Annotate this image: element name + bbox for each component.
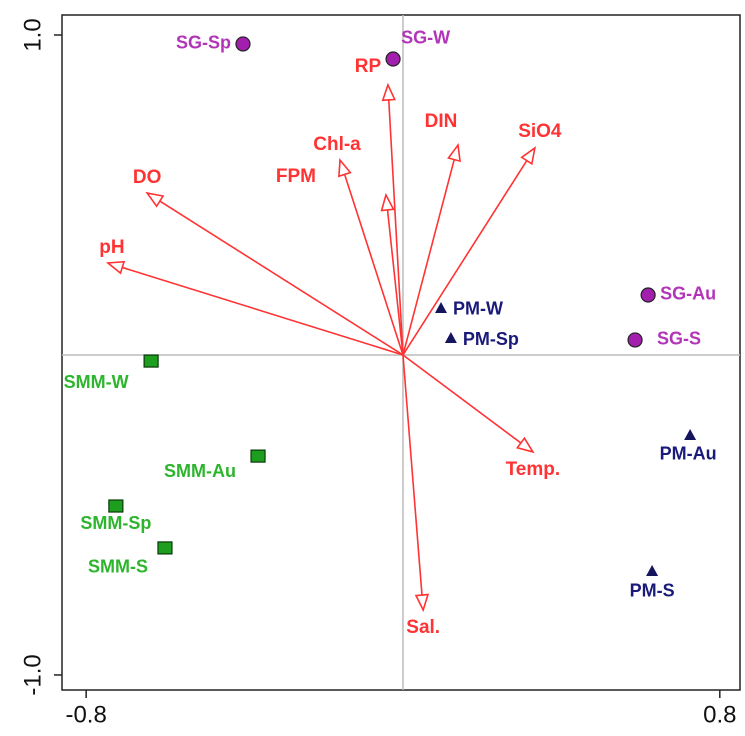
vector-label: Temp. — [506, 459, 561, 480]
point — [143, 354, 159, 368]
point — [684, 428, 697, 440]
point-label: PM-Au — [660, 444, 717, 464]
point — [385, 51, 401, 67]
point-label: SG-W — [401, 28, 450, 48]
vector — [107, 262, 404, 356]
arrow-head — [380, 192, 395, 212]
vector-label: RP — [355, 56, 382, 77]
arrow-head — [338, 158, 352, 178]
x-tick-label: -0.8 — [65, 701, 106, 728]
vector — [402, 354, 424, 611]
vector — [385, 194, 404, 356]
point — [108, 499, 124, 513]
point-label: SMM-W — [64, 372, 129, 392]
vector-label: Chl-a — [313, 134, 361, 155]
arrow-head — [447, 142, 461, 163]
arrow-head — [145, 191, 165, 208]
arrow-head — [515, 436, 535, 454]
plot-frame — [61, 14, 741, 691]
vector-label: DO — [133, 167, 162, 188]
vector — [387, 84, 404, 356]
point-label: PM-S — [630, 581, 675, 601]
vector-label: Sal. — [406, 617, 440, 638]
vector — [402, 147, 536, 356]
arrow-head — [414, 593, 430, 613]
point — [444, 332, 457, 344]
vector-label: pH — [99, 237, 124, 258]
point — [250, 449, 266, 463]
vector-label: DIN — [425, 111, 458, 132]
vector — [402, 144, 459, 356]
point-label: PM-W — [453, 299, 503, 319]
point — [235, 36, 251, 52]
point-label: SG-S — [657, 329, 701, 349]
point — [157, 541, 173, 555]
vector — [146, 192, 404, 356]
vector — [339, 159, 404, 356]
point-label: SMM-Sp — [80, 513, 151, 533]
point-label: SMM-Au — [164, 461, 236, 481]
point-label: SG-Sp — [176, 33, 231, 53]
point — [646, 564, 659, 576]
arrow-head — [105, 260, 126, 275]
point — [627, 332, 643, 348]
point-label: SG-Au — [660, 284, 716, 304]
point-label: SMM-S — [88, 557, 148, 577]
point — [434, 301, 447, 313]
point — [640, 287, 656, 303]
x-tick-label: 0.8 — [703, 701, 736, 728]
vector-label: FPM — [276, 166, 316, 187]
arrow-head — [381, 82, 396, 102]
vector-label: SiO4 — [518, 121, 562, 142]
arrow-head — [520, 146, 537, 166]
y-tick-label: -1.0 — [19, 654, 46, 695]
vector — [402, 354, 534, 453]
y-tick-label: 1.0 — [19, 18, 46, 51]
point-label: PM-Sp — [463, 329, 519, 349]
